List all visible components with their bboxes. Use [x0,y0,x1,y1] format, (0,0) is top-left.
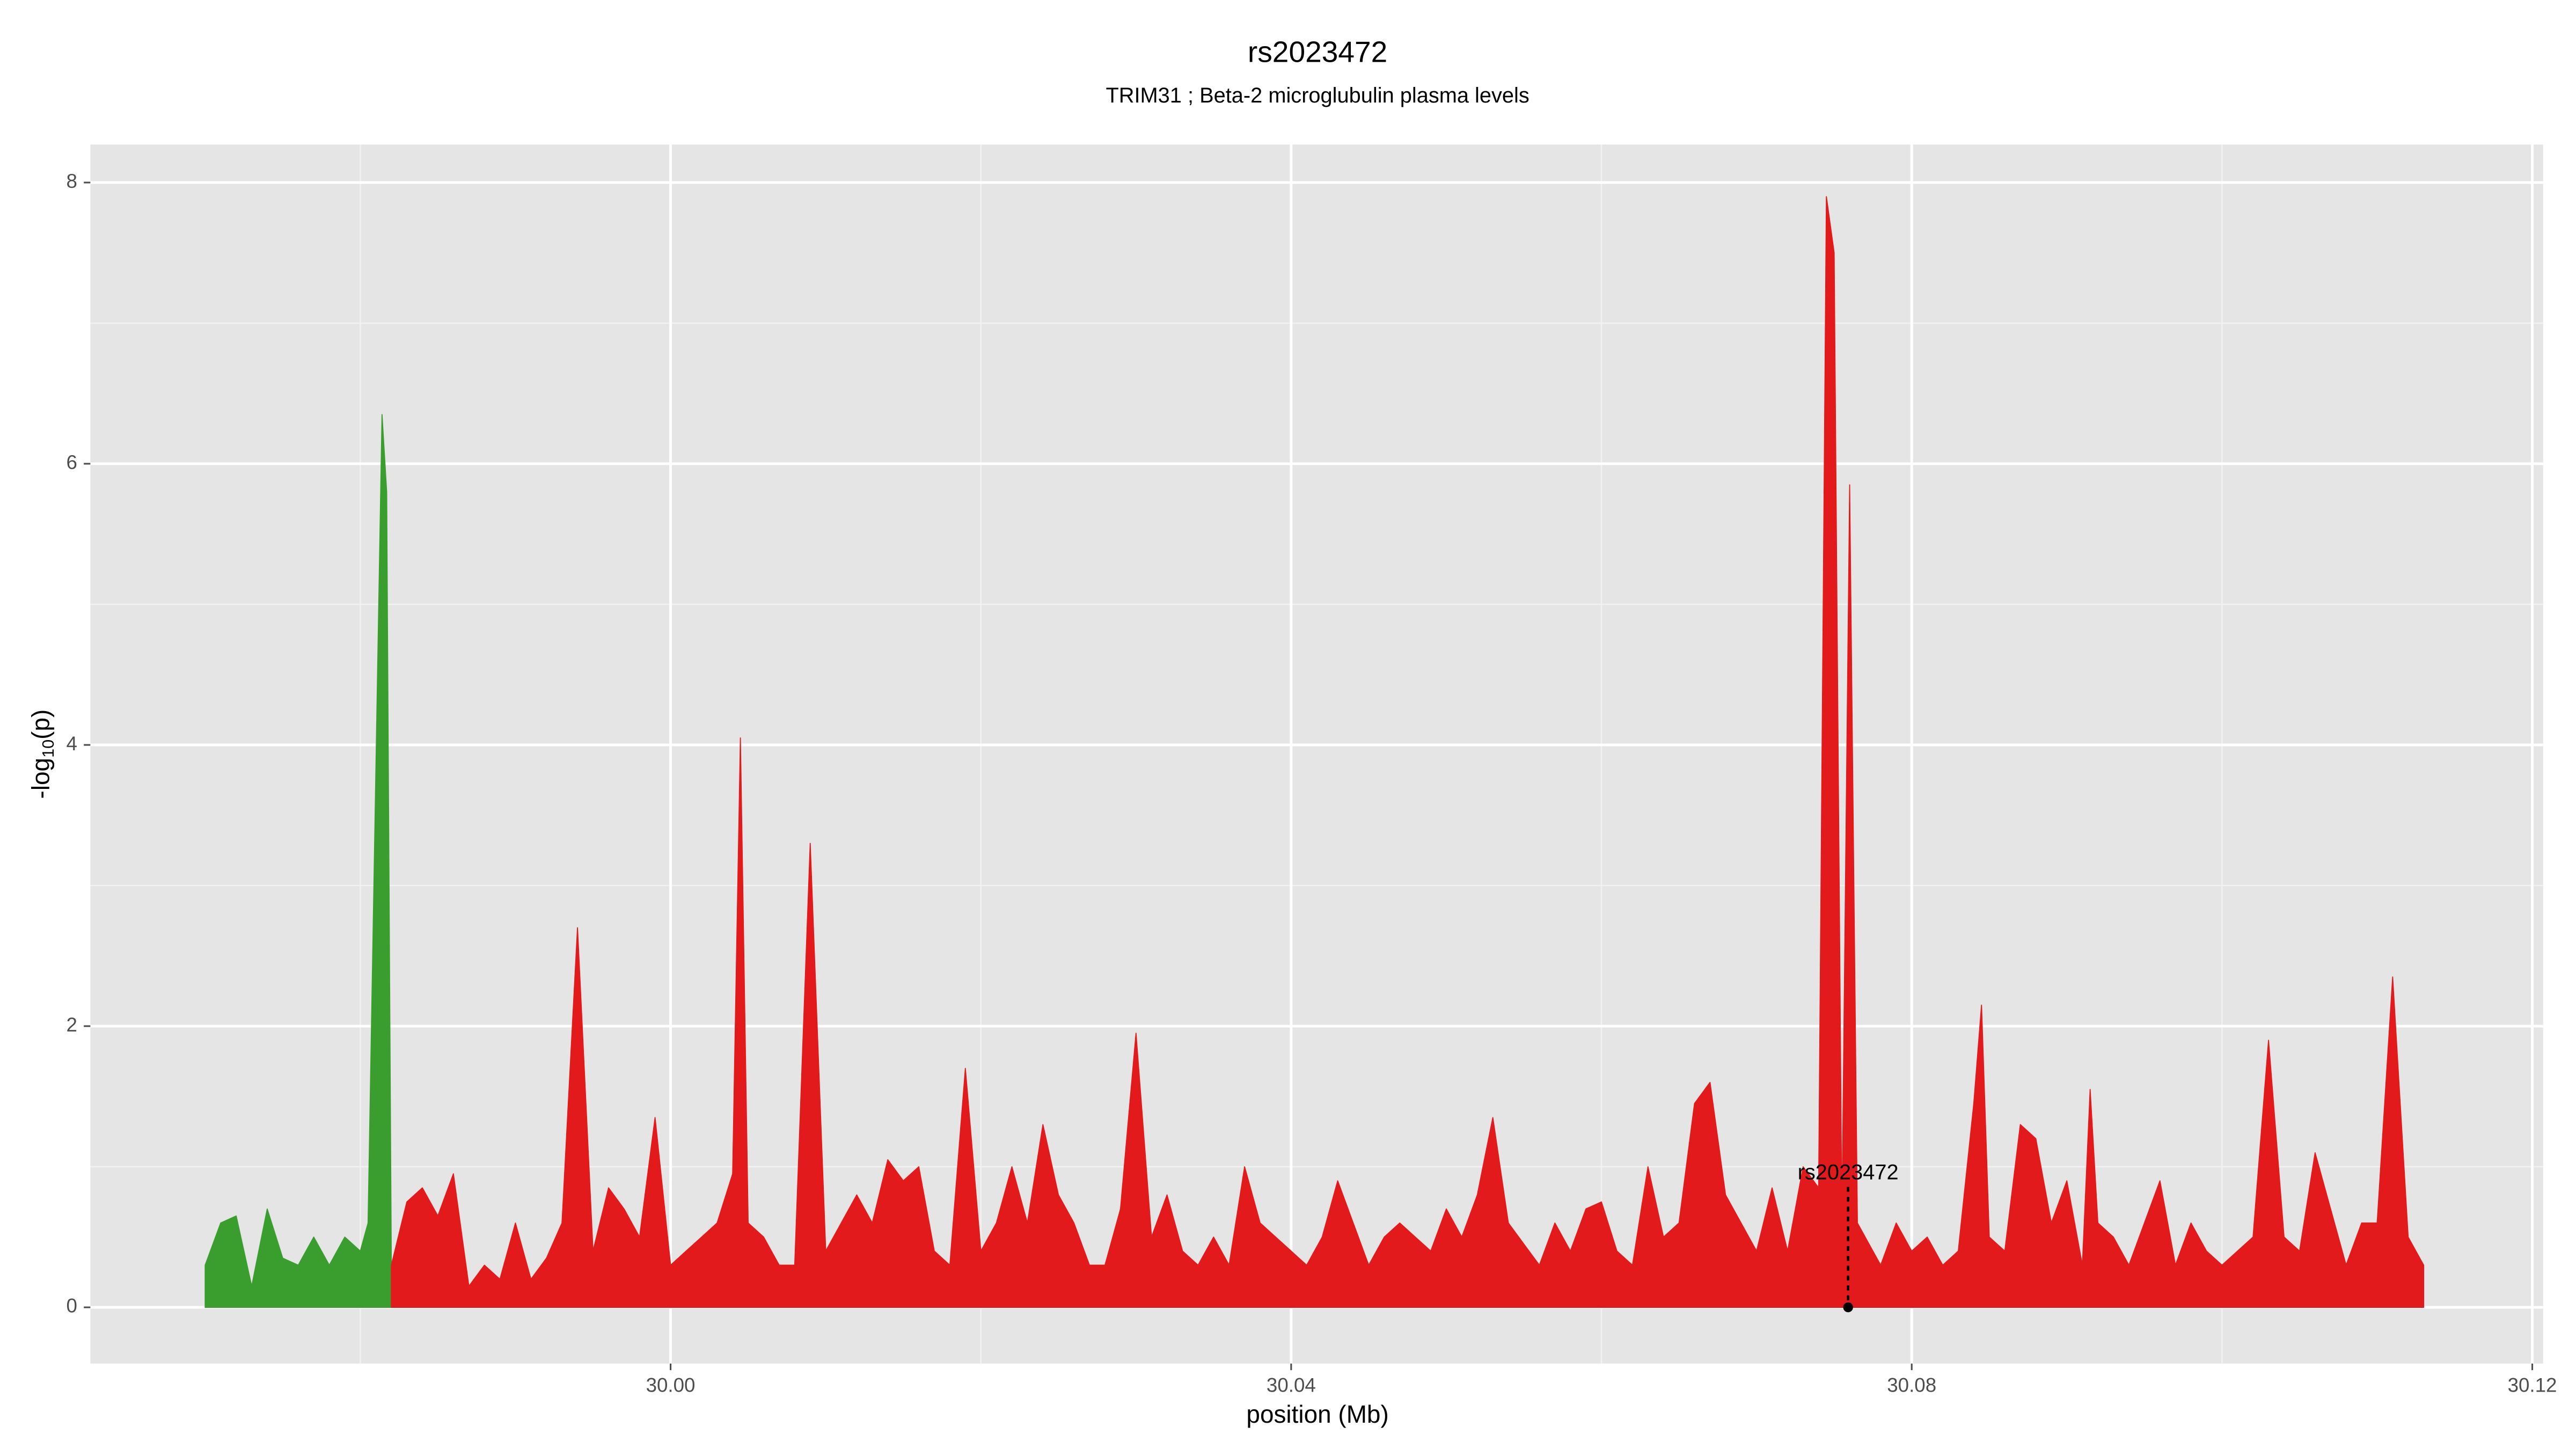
y-tick-label: 8 [66,170,77,192]
y-tick-label: 6 [66,451,77,473]
plot-panel [90,144,2543,1364]
axes: 30.00 30.04 30.08 30.12 0 2 4 6 8 [66,170,2557,1396]
y-axis-label: -log10(p) [27,709,57,799]
y-tick-label: 2 [66,1014,77,1036]
chart-subtitle: TRIM31 ; Beta-2 microglubulin plasma lev… [1106,84,1529,107]
y-label-part: (p) [27,709,55,740]
x-axis-label: position (Mb) [1246,1400,1388,1428]
marks: rs2023472 [204,196,2425,1313]
grid [90,144,2543,1364]
annotation-point [1843,1302,1853,1313]
x-tick-label: 30.12 [2508,1374,2557,1396]
annotation-label: rs2023472 [1798,1161,1899,1184]
chart-title: rs2023472 [1248,35,1387,69]
area [204,414,392,1308]
y-label-part: -log [27,758,55,799]
y-tick-label: 0 [66,1295,77,1317]
area [391,196,2425,1308]
y-tick-label: 4 [66,733,77,755]
x-tick-label: 30.00 [646,1374,696,1396]
x-tick-label: 30.08 [1887,1374,1936,1396]
x-tick-label: 30.04 [1267,1374,1316,1396]
y-label-subscript: 10 [39,740,57,758]
